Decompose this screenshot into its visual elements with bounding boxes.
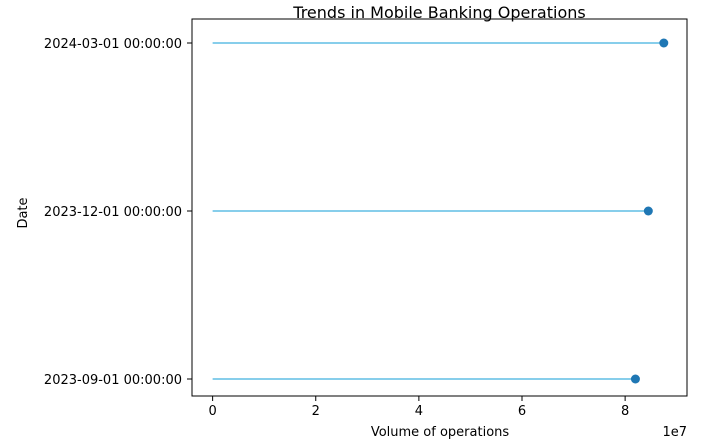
x-axis-offset-label: 1e7 (662, 425, 687, 440)
stems-group (212, 42, 664, 380)
x-tick-label-4: 8 (621, 404, 629, 419)
y-tick-label-2: 2024-03-01 00:00:00 (44, 37, 182, 52)
marker-1 (643, 206, 653, 216)
x-tick-label-2: 4 (415, 404, 423, 419)
markers-group (630, 38, 669, 384)
y-axis-ticks: 2023-09-01 00:00:00 2023-12-01 00:00:00 20… (44, 37, 192, 388)
x-tick-label-3: 6 (518, 404, 526, 419)
chart-title: Trends in Mobile Banking Operations (292, 3, 585, 22)
x-tick-label-0: 0 (208, 404, 216, 419)
y-axis-label: Date (16, 197, 31, 228)
x-tick-label-1: 2 (312, 404, 320, 419)
marker-2 (659, 38, 669, 48)
marker-0 (630, 374, 640, 384)
y-tick-label-1: 2023-12-01 00:00:00 (44, 205, 182, 220)
y-tick-label-0: 2023-09-01 00:00:00 (44, 373, 182, 388)
x-axis-label: Volume of operations (371, 425, 510, 440)
plot-area (191, 18, 688, 397)
x-axis-ticks: 0 2 4 6 8 (208, 396, 629, 419)
